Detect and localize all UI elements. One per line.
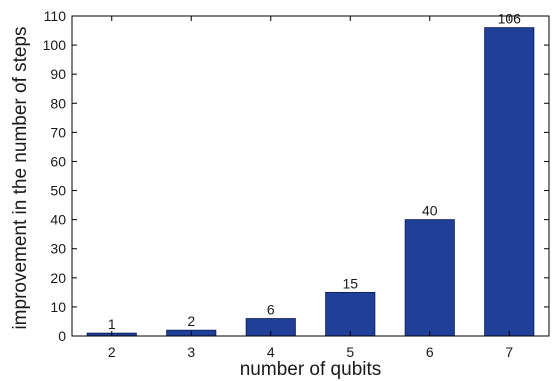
y-tick-label: 50 [50, 183, 66, 199]
data-label: 40 [422, 203, 438, 219]
x-tick-label: 6 [426, 344, 434, 360]
x-tick-label: 3 [187, 344, 195, 360]
y-tick-label: 20 [50, 270, 66, 286]
axis-ticks [72, 15, 549, 337]
y-axis-title: improvement in the number of steps [10, 26, 31, 329]
y-tick-labels: 0 10 20 30 40 50 60 70 80 90 100 110 [43, 8, 67, 344]
y-tick-label: 80 [50, 95, 66, 111]
data-label: 2 [187, 313, 195, 329]
x-tick-label: 5 [346, 344, 354, 360]
y-tick-label: 100 [43, 37, 67, 53]
bar-6 [404, 219, 455, 337]
y-tick-label: 0 [58, 328, 66, 344]
data-label: 6 [267, 302, 275, 318]
bar-7 [484, 27, 535, 337]
x-tick-label: 4 [267, 344, 275, 360]
bar-5 [325, 291, 376, 337]
data-labels: 1 2 6 15 40 106 [108, 11, 521, 332]
bars-group [86, 27, 535, 337]
x-tick-label: 2 [108, 344, 116, 360]
y-tick-label: 40 [50, 212, 66, 228]
y-tick-label: 60 [50, 153, 66, 169]
y-tick-label: 90 [50, 66, 66, 82]
x-tick-labels: 2 3 4 5 6 7 [108, 344, 514, 360]
x-axis-title: number of qubits [240, 359, 382, 380]
data-label: 1 [108, 316, 116, 332]
y-tick-label: 10 [50, 299, 66, 315]
data-label: 106 [498, 11, 522, 27]
plot-frame [71, 15, 550, 337]
y-tick-label: 110 [44, 8, 67, 24]
data-label: 15 [342, 275, 358, 291]
x-tick-label: 7 [505, 344, 513, 360]
y-tick-label: 30 [50, 241, 66, 257]
y-tick-label: 70 [50, 124, 66, 140]
